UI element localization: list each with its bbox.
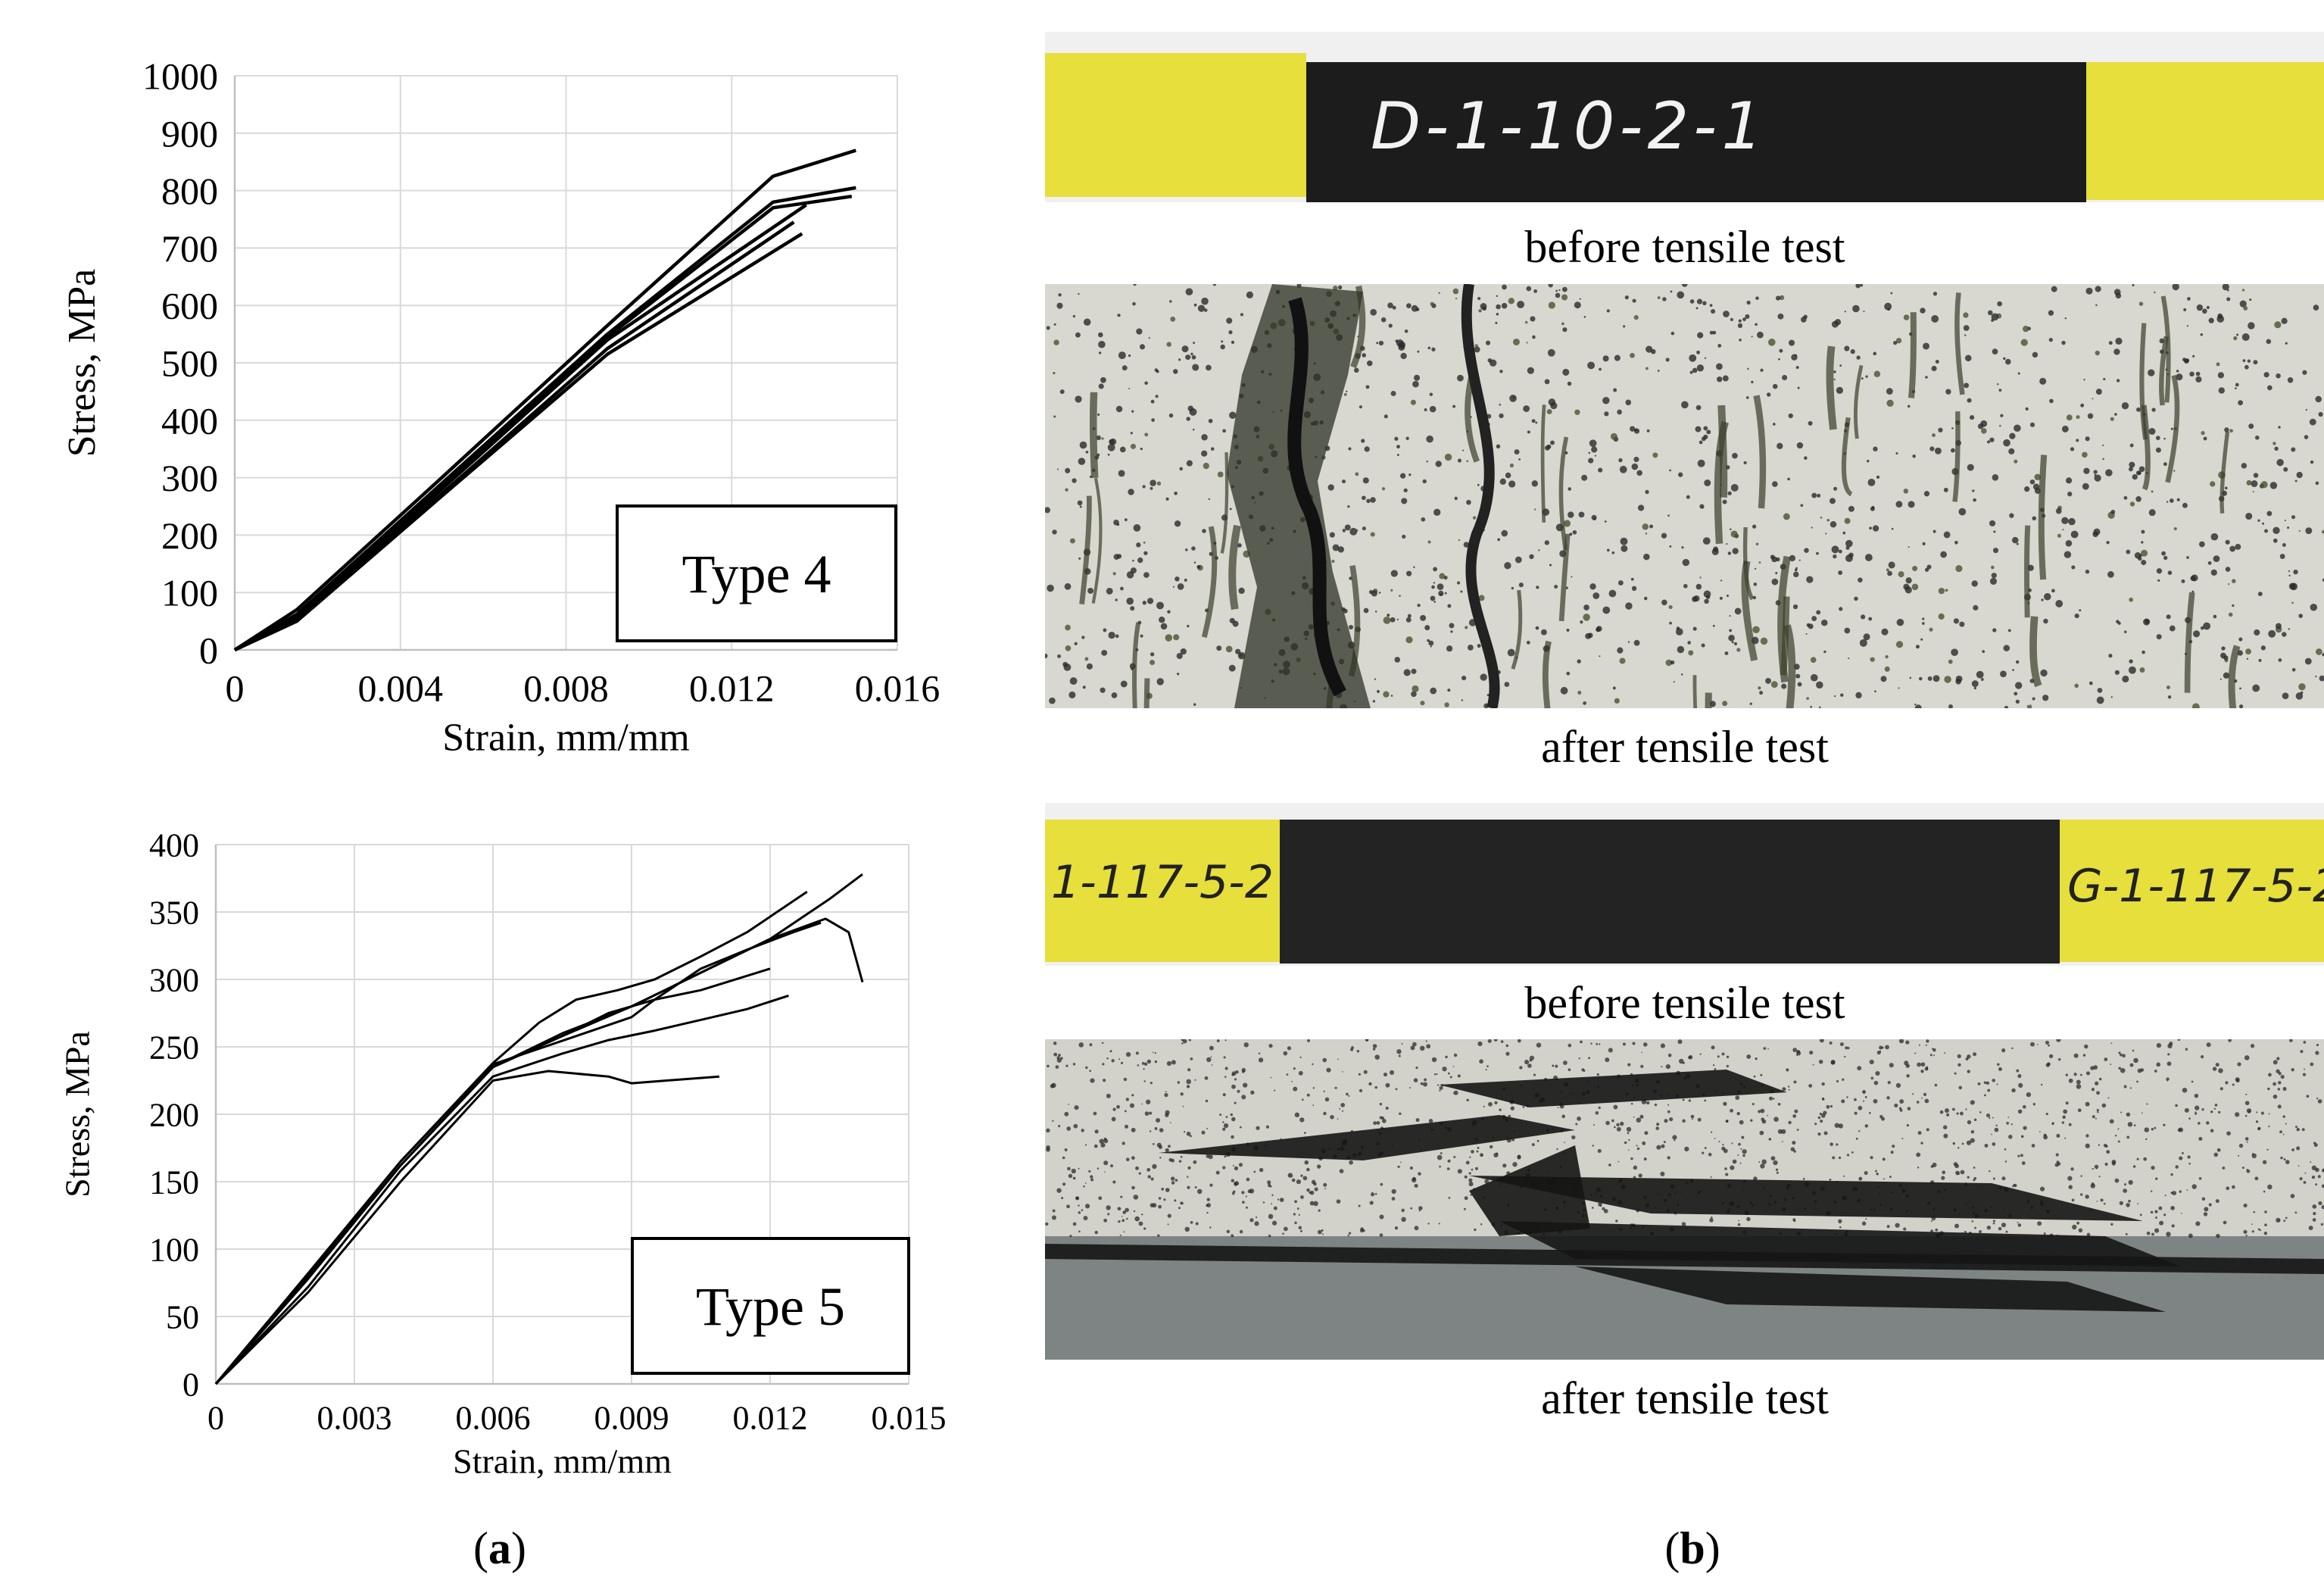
annotation-label: Type 4: [682, 544, 831, 604]
y-tick-label: 0: [199, 629, 218, 672]
y-tick-label: 800: [161, 170, 218, 212]
y-tick-label: 300: [149, 961, 199, 998]
x-tick-label: 0.012: [733, 1399, 808, 1436]
specimen2-id-left: 1-117-5-2: [1051, 856, 1274, 909]
caption-before-2: before tensile test: [1524, 978, 1845, 1028]
series-line: [233, 148, 856, 651]
x-tick-label: 0.003: [317, 1399, 392, 1436]
specimen1-id-label: D-1-10-2-1: [1371, 89, 1767, 164]
y-tick-label: 900: [161, 112, 218, 155]
series-line: [233, 203, 807, 651]
specimen2-id-right: G-1-117-5-2: [2067, 860, 2324, 913]
x-axis-title: Strain, mm/mm: [453, 1441, 672, 1480]
y-tick-label: 200: [149, 1096, 199, 1133]
x-tick-label: 0.016: [855, 667, 941, 710]
y-tick-label: 100: [161, 572, 218, 614]
series-line: [233, 220, 795, 652]
y-tick-label: 300: [161, 457, 218, 499]
caption-after-1: after tensile test: [1541, 722, 1829, 772]
x-tick-label: 0.008: [523, 667, 609, 710]
y-tick-label: 400: [161, 399, 218, 442]
photo-specimen1-before: D-1-10-2-1: [1045, 32, 2324, 202]
y-axis-title: Stress, MPa: [61, 269, 104, 457]
chart-type4: 0 100 200 300 400 500 600 700 800 900 1000 0 0.004 0.…: [61, 55, 941, 760]
series-line: [214, 891, 808, 1385]
y-tick-label: 150: [149, 1163, 199, 1201]
y-tick-label: 50: [166, 1298, 199, 1335]
y-tick-label: 200: [161, 514, 218, 557]
y-tick-label: 250: [149, 1029, 199, 1066]
x-tick-label: 0.015: [872, 1399, 947, 1436]
y-axis-title: Stress, MPa: [58, 1031, 96, 1198]
photo-specimen1-after: [1045, 284, 2324, 708]
x-tick-label: 0.006: [456, 1399, 531, 1436]
y-tick-label: 1000: [142, 55, 218, 98]
y-tick-label: 350: [149, 894, 199, 931]
photo-specimen2-after: [1045, 1039, 2324, 1360]
specimen2-body: [1280, 820, 2060, 964]
specimen1-tab-left: [1045, 53, 1306, 197]
panel-label-a: (a): [473, 1523, 526, 1573]
series-line: [214, 994, 789, 1385]
series-line: [214, 873, 863, 1385]
x-tick-label: 0.009: [594, 1399, 669, 1436]
y-tick-label: 500: [161, 342, 218, 385]
series-line: [214, 1070, 720, 1385]
series-line: [234, 232, 803, 652]
chart-type5: 0 50 100 150 200 250 300 350 400 0 0.003 0.006 0.009…: [58, 826, 947, 1480]
panel-label-b: (b): [1664, 1523, 1720, 1573]
photo-specimen2-before: 1-117-5-2 G-1-117-5-2: [1045, 803, 2324, 966]
x-tick-label: 0.004: [358, 667, 444, 710]
specimen1-body: [1306, 62, 2086, 202]
x-tick-label: 0: [207, 1399, 224, 1436]
y-tick-label: 0: [182, 1366, 199, 1403]
y-tick-label: 400: [149, 826, 199, 864]
specimen2-tab-right: [2060, 820, 2324, 962]
y-tick-label: 600: [161, 285, 218, 327]
y-tick-label: 700: [161, 227, 218, 270]
annotation-box: [616, 504, 897, 642]
caption-before-1: before tensile test: [1524, 222, 1845, 272]
x-axis-title: Strain, mm/mm: [442, 717, 689, 760]
caption-after-2: after tensile test: [1541, 1373, 1829, 1423]
annotation-label: Type 5: [696, 1276, 845, 1337]
annotation-box: [631, 1237, 910, 1375]
specimen1-tab-right: [2086, 62, 2324, 200]
x-tick-label: 0: [226, 667, 245, 710]
x-tick-label: 0.012: [689, 667, 775, 710]
specimen2-tab-left: [1045, 820, 1280, 962]
y-tick-label: 100: [149, 1231, 199, 1268]
